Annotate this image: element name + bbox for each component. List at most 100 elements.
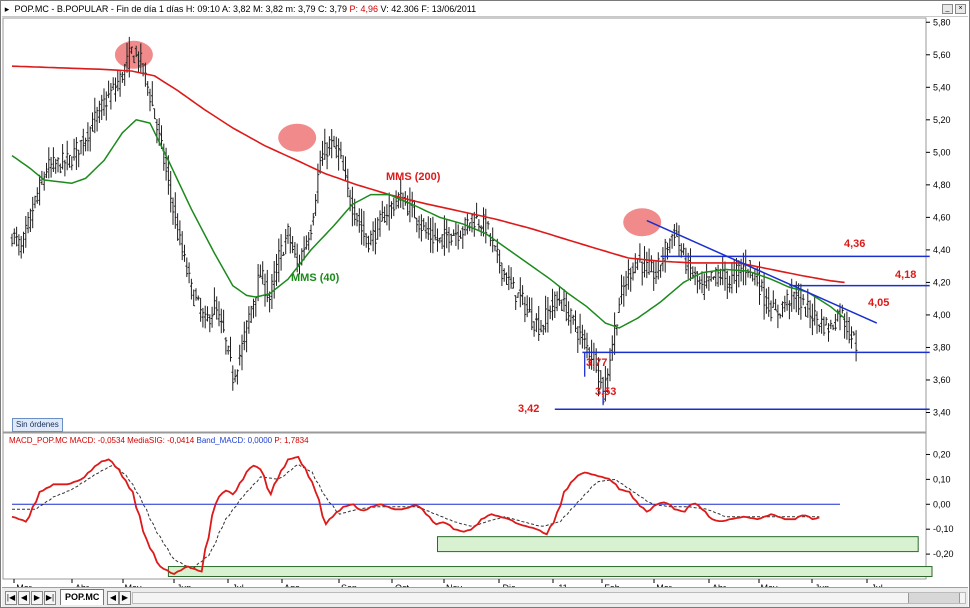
price-bar — [581, 324, 584, 349]
price-bar — [815, 311, 819, 334]
price-bar — [587, 347, 591, 369]
price-bar — [169, 171, 173, 213]
price-bar — [604, 366, 607, 402]
next-page-button[interactable]: ▶ — [31, 591, 43, 605]
price-bar — [417, 215, 421, 239]
price-bar — [390, 201, 393, 219]
price-bar — [224, 337, 228, 355]
price-bar — [682, 243, 685, 256]
price-bar — [578, 313, 582, 345]
price-bar — [454, 221, 458, 246]
price-bar — [583, 329, 587, 350]
tab-scroll-right-icon[interactable]: ▶ — [119, 591, 131, 605]
price-bar — [482, 207, 485, 237]
price-bar — [495, 238, 499, 264]
price-bar — [615, 324, 619, 336]
first-page-button[interactable]: |◀ — [5, 591, 17, 605]
price-bar — [311, 213, 315, 226]
mms200-line — [11, 65, 845, 284]
price-bar — [516, 292, 520, 298]
price-tick-label: 4,40 — [933, 245, 951, 255]
price-bar — [231, 365, 235, 391]
price-bar — [65, 140, 69, 171]
price-bar — [75, 137, 78, 170]
price-tick-label: 5,20 — [933, 115, 951, 125]
price-bar — [307, 232, 311, 251]
mms40-line — [11, 118, 846, 329]
price-bar — [555, 291, 559, 312]
price-bar — [737, 260, 741, 288]
quote-field-0: POP.MC - B.POPULAR - Fin de día 1 días H… — [14, 4, 348, 14]
price-bar — [84, 137, 87, 152]
price-bar — [489, 233, 492, 247]
price-tick-label: 3,40 — [933, 407, 951, 417]
label-level-436: 4,36 — [844, 238, 865, 250]
price-bar — [845, 311, 849, 340]
price-bar — [213, 287, 216, 315]
price-bar — [530, 297, 534, 331]
price-bar — [288, 227, 292, 254]
price-bar — [330, 129, 334, 159]
scrollbar-thumb[interactable] — [908, 593, 960, 603]
price-bar — [233, 369, 237, 383]
price-bar — [730, 262, 734, 294]
price-bar — [449, 233, 453, 246]
price-bar — [364, 233, 368, 248]
price-tick-label: 5,40 — [933, 82, 951, 92]
price-bar — [229, 336, 232, 362]
price-bar — [86, 122, 90, 152]
price-bar — [452, 229, 455, 236]
price-bar — [24, 216, 28, 248]
label-level-342: 3,42 — [518, 403, 539, 415]
price-bar — [523, 296, 527, 323]
price-bar — [222, 309, 225, 333]
price-bar — [493, 245, 497, 252]
prev-page-button[interactable]: ◀ — [18, 591, 30, 605]
tab-scroll-left-icon[interactable]: ◀ — [107, 591, 119, 605]
price-bar — [673, 224, 676, 246]
price-bar — [560, 299, 564, 311]
collapse-arrow-icon[interactable]: ▸ — [4, 4, 10, 14]
price-bar — [564, 292, 568, 322]
price-bar — [72, 138, 76, 161]
price-bar — [443, 215, 446, 256]
price-bar — [413, 200, 416, 219]
price-bar — [479, 225, 483, 237]
price-bar — [185, 257, 189, 277]
horizontal-scrollbar[interactable] — [132, 592, 966, 604]
tab-pop-mc[interactable]: POP.MC — [60, 589, 105, 605]
price-bar — [546, 297, 550, 333]
price-tick-label: 4,60 — [933, 212, 951, 222]
price-bar — [532, 321, 536, 337]
price-bar — [199, 297, 202, 322]
last-page-button[interactable]: ▶| — [44, 591, 56, 605]
price-bar — [369, 230, 373, 246]
price-bar — [484, 208, 488, 244]
price-bar — [259, 264, 262, 278]
label-level-353: 3,53 — [595, 386, 616, 398]
price-bar — [272, 261, 276, 299]
bracket-353 — [602, 390, 608, 405]
price-bar — [746, 268, 750, 278]
price-bar — [606, 368, 610, 393]
price-bar — [367, 235, 370, 253]
price-bar — [95, 106, 99, 132]
price-bar — [645, 251, 649, 279]
price-bar — [811, 303, 814, 336]
close-button[interactable]: × — [955, 4, 966, 14]
price-bar — [544, 295, 547, 333]
price-bar — [148, 88, 152, 112]
price-bar — [801, 294, 805, 306]
price-bar — [346, 168, 350, 198]
price-bar — [392, 197, 396, 217]
price-bar — [829, 319, 833, 330]
minimize-button[interactable]: _ — [942, 4, 953, 14]
price-bar — [328, 136, 331, 156]
price-bar — [52, 147, 55, 172]
price-bar — [70, 156, 74, 171]
price-bar — [277, 238, 281, 283]
orders-button[interactable]: Sin órdenes — [12, 418, 63, 432]
macd-tick-label: -0,10 — [933, 524, 954, 534]
price-bar — [206, 306, 209, 322]
price-bar — [771, 290, 775, 308]
